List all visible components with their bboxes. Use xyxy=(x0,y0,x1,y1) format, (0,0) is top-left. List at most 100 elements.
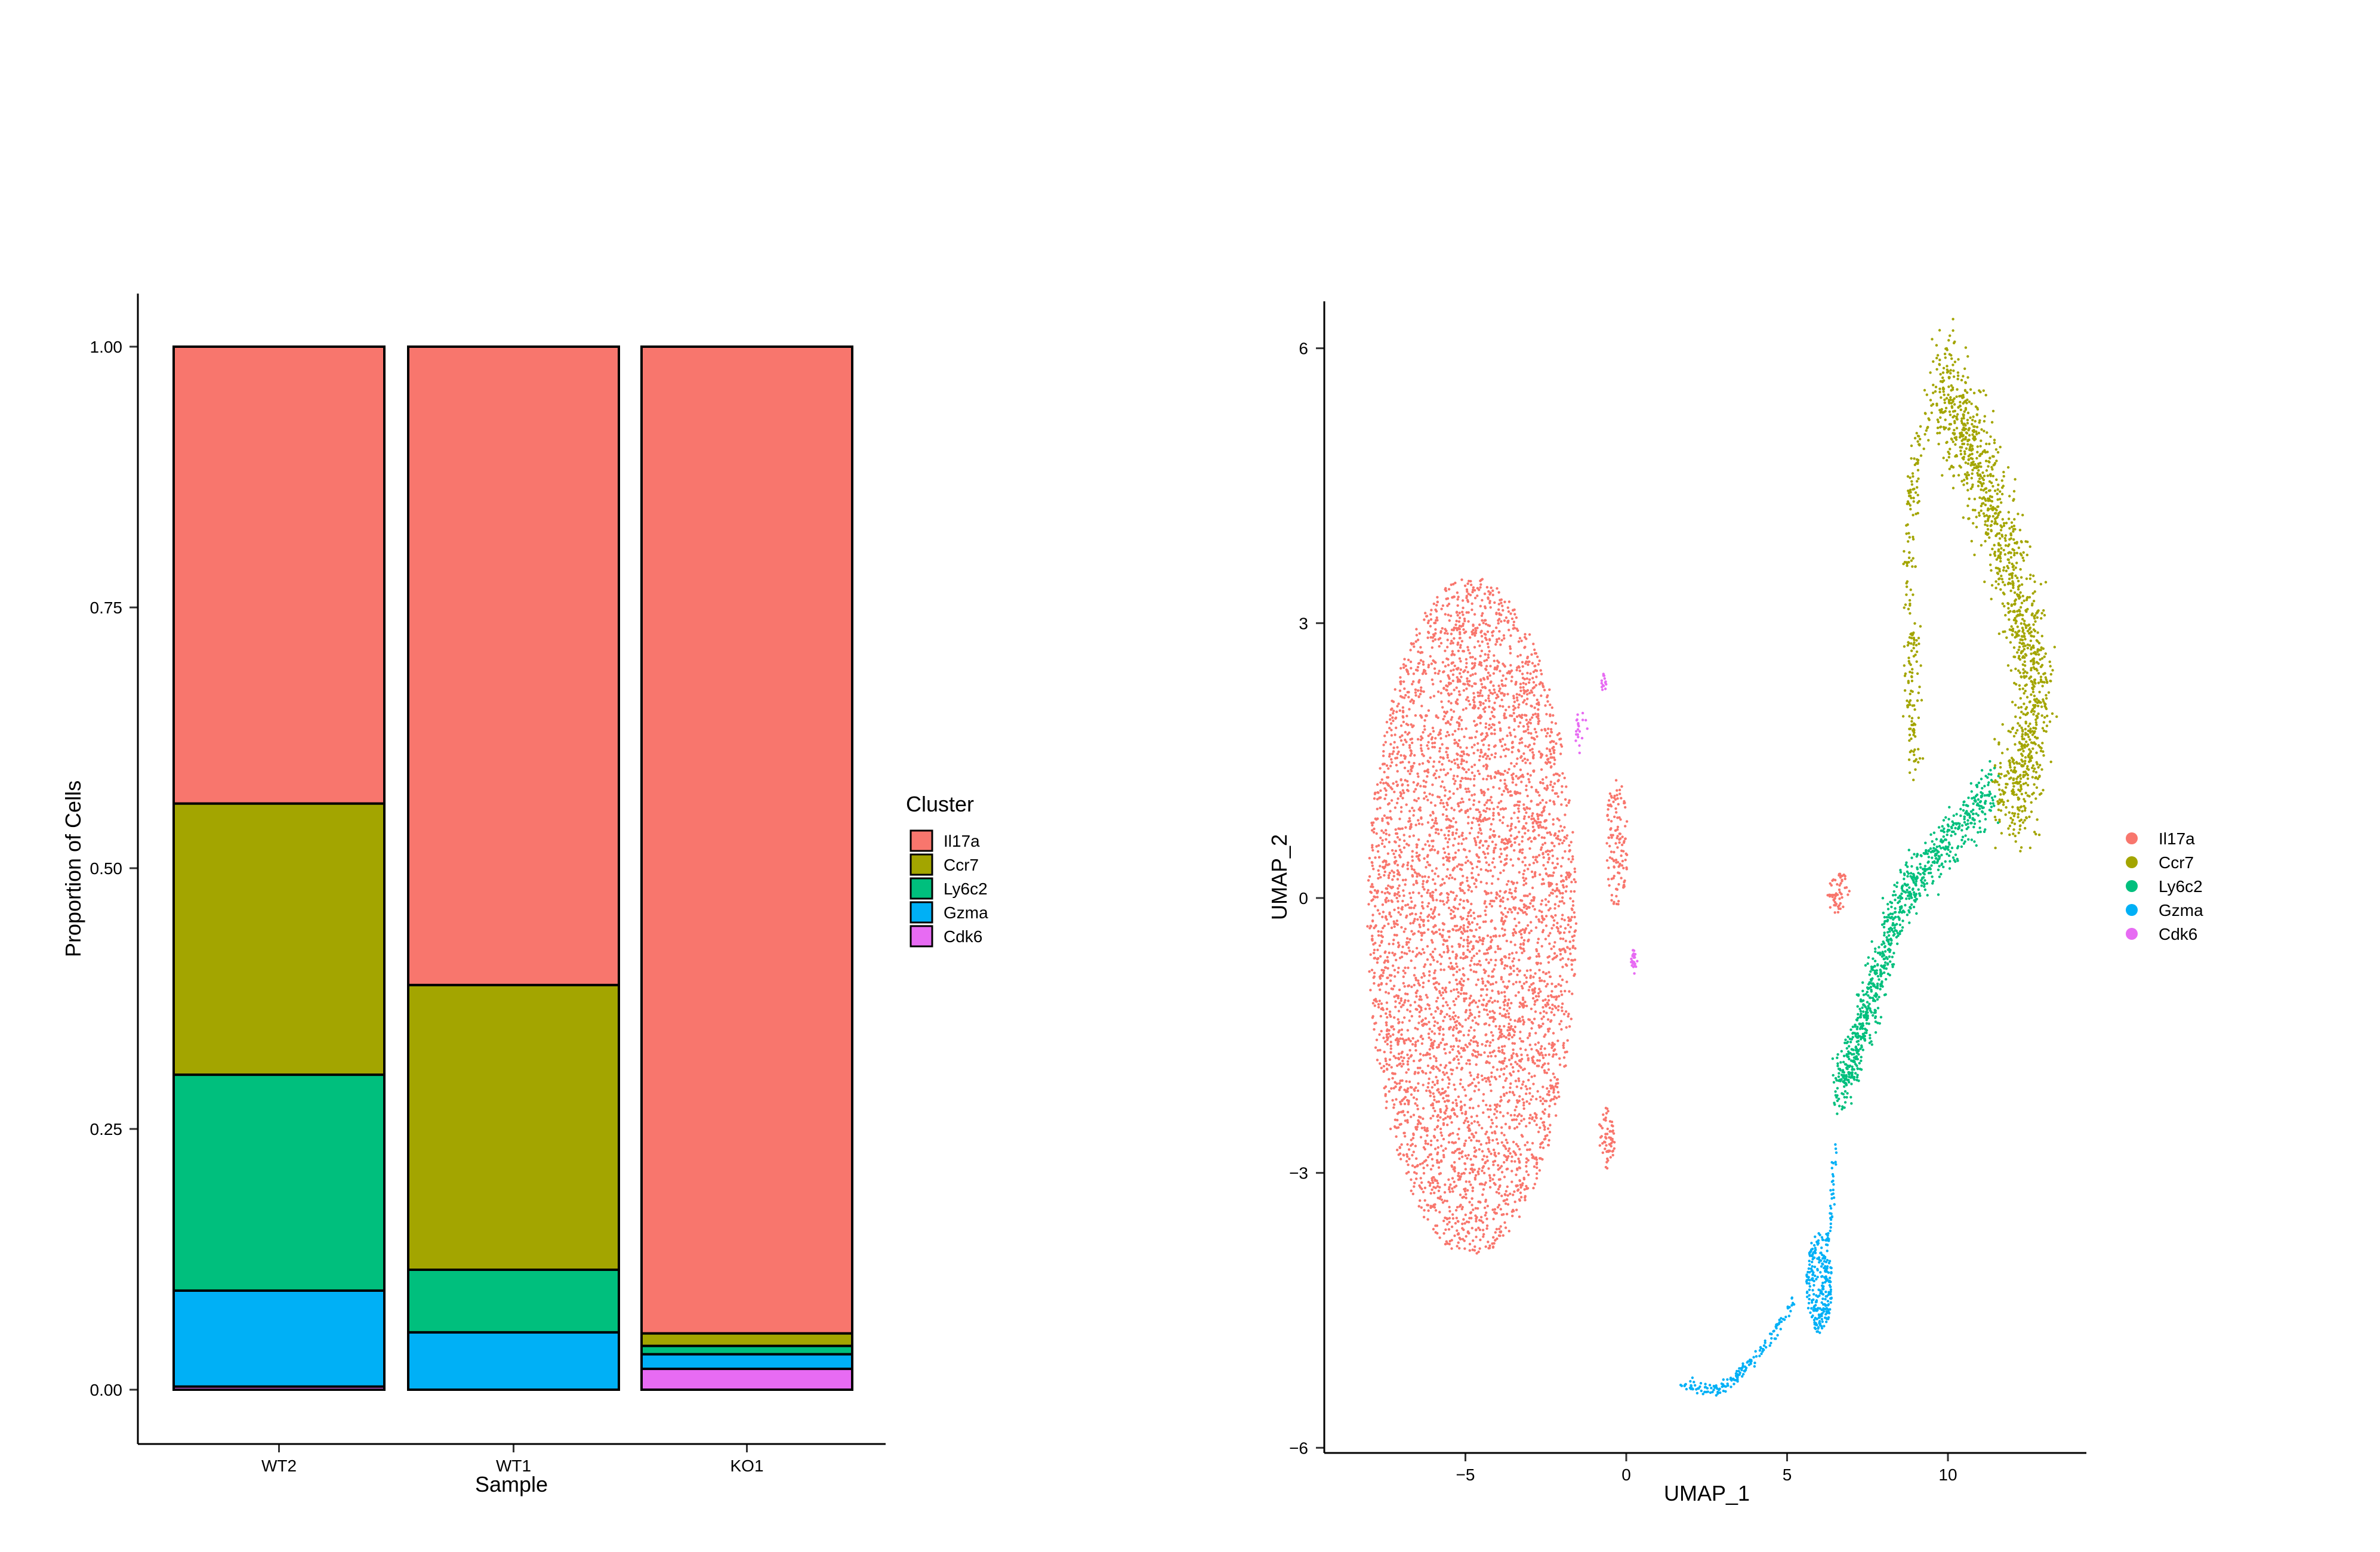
umap-point xyxy=(1417,1123,1419,1125)
umap-point xyxy=(1415,979,1417,981)
umap-point xyxy=(1490,945,1492,948)
umap-point xyxy=(1461,1112,1463,1114)
umap-point xyxy=(1454,916,1456,918)
umap-point xyxy=(1447,899,1450,902)
umap-point xyxy=(1472,1054,1474,1057)
umap-point xyxy=(1487,646,1490,648)
umap-point xyxy=(1386,887,1388,890)
umap-point xyxy=(1410,1086,1413,1088)
umap-point xyxy=(1509,652,1512,655)
umap-point xyxy=(1487,596,1489,598)
umap-point xyxy=(1436,1089,1438,1091)
umap-point xyxy=(1444,789,1447,791)
umap-point xyxy=(1571,992,1573,995)
umap-point xyxy=(1475,1140,1478,1142)
umap-point xyxy=(1431,1189,1433,1191)
umap-point xyxy=(1464,585,1466,587)
umap-point xyxy=(1494,1025,1497,1028)
umap-point xyxy=(1542,1064,1544,1066)
umap-point xyxy=(1522,877,1524,879)
umap-point xyxy=(1497,991,1499,993)
umap-point xyxy=(1388,1078,1390,1081)
umap-point xyxy=(1494,1108,1496,1110)
umap-point xyxy=(1478,1081,1480,1084)
umap-point xyxy=(1385,741,1387,743)
umap-point xyxy=(1444,851,1446,854)
umap-point xyxy=(1400,739,1402,742)
umap-point xyxy=(1495,612,1497,614)
umap-point xyxy=(1419,785,1422,787)
umap-point xyxy=(1572,939,1574,942)
umap-point xyxy=(1441,1092,1443,1094)
umap-point xyxy=(1546,956,1549,958)
umap-point xyxy=(1418,1116,1420,1118)
umap-point xyxy=(1485,659,1488,661)
umap-point xyxy=(1504,684,1506,687)
umap-point xyxy=(1468,680,1470,682)
umap-point xyxy=(1530,689,1533,692)
umap-point xyxy=(1518,640,1520,643)
umap-point xyxy=(1463,900,1465,902)
umap-point xyxy=(1514,735,1516,738)
umap-point xyxy=(1493,866,1496,868)
umap-point xyxy=(1528,1032,1531,1035)
umap-point xyxy=(1542,864,1544,866)
umap-point xyxy=(1380,974,1382,976)
umap-point xyxy=(1553,773,1555,776)
umap-point xyxy=(1461,610,1463,613)
umap-point xyxy=(1446,711,1448,713)
umap-point xyxy=(1434,1010,1436,1013)
bar-segment-wt1-ly6c2 xyxy=(408,1270,619,1332)
umap-point xyxy=(1390,1025,1392,1028)
umap-point xyxy=(1381,916,1383,918)
umap-point xyxy=(1385,829,1387,831)
umap-point xyxy=(1413,1096,1415,1099)
umap-point xyxy=(1550,874,1552,877)
umap-point xyxy=(1386,977,1389,979)
umap-point xyxy=(1462,875,1464,877)
umap-point xyxy=(1490,692,1492,694)
umap-point xyxy=(1454,837,1456,840)
umap-point xyxy=(1482,937,1485,940)
umap-point xyxy=(1423,779,1425,782)
umap-point xyxy=(1514,1109,1516,1111)
umap-point xyxy=(1608,884,1610,887)
umap-point xyxy=(1516,791,1518,794)
umap-point xyxy=(1440,607,1442,610)
umap-point xyxy=(1451,761,1453,763)
umap-point xyxy=(1446,1223,1448,1226)
umap-point xyxy=(1422,883,1424,885)
umap-point xyxy=(1456,1055,1458,1057)
umap-point xyxy=(1388,727,1391,729)
umap-point xyxy=(1475,841,1477,844)
umap-point xyxy=(1426,996,1429,998)
umap-point xyxy=(1427,741,1429,743)
umap-point xyxy=(1442,1138,1445,1140)
umap-point xyxy=(1457,908,1459,910)
umap-point xyxy=(1415,1158,1417,1160)
umap-point xyxy=(1456,702,1458,704)
umap-point xyxy=(1439,737,1442,739)
umap-point xyxy=(1525,683,1527,685)
umap-point xyxy=(1441,1199,1443,1201)
umap-point xyxy=(1373,1022,1376,1025)
umap-point xyxy=(1410,667,1412,669)
umap-point xyxy=(1433,1192,1435,1194)
umap-point xyxy=(1468,888,1470,891)
umap-point xyxy=(1468,922,1470,924)
umap-point xyxy=(1565,785,1567,788)
umap-point xyxy=(1460,1047,1463,1049)
umap-point xyxy=(1542,1097,1544,1100)
umap-point xyxy=(1410,906,1412,909)
umap-point xyxy=(1460,926,1462,928)
umap-point xyxy=(1412,724,1414,727)
umap-point xyxy=(1434,986,1436,989)
umap-point xyxy=(1497,1164,1499,1167)
umap-point xyxy=(1548,1139,1550,1141)
umap-point xyxy=(1398,817,1401,820)
umap-point xyxy=(1392,1033,1394,1036)
umap-point xyxy=(1485,623,1487,625)
umap-point xyxy=(1482,1229,1484,1231)
umap-point xyxy=(1530,786,1533,788)
